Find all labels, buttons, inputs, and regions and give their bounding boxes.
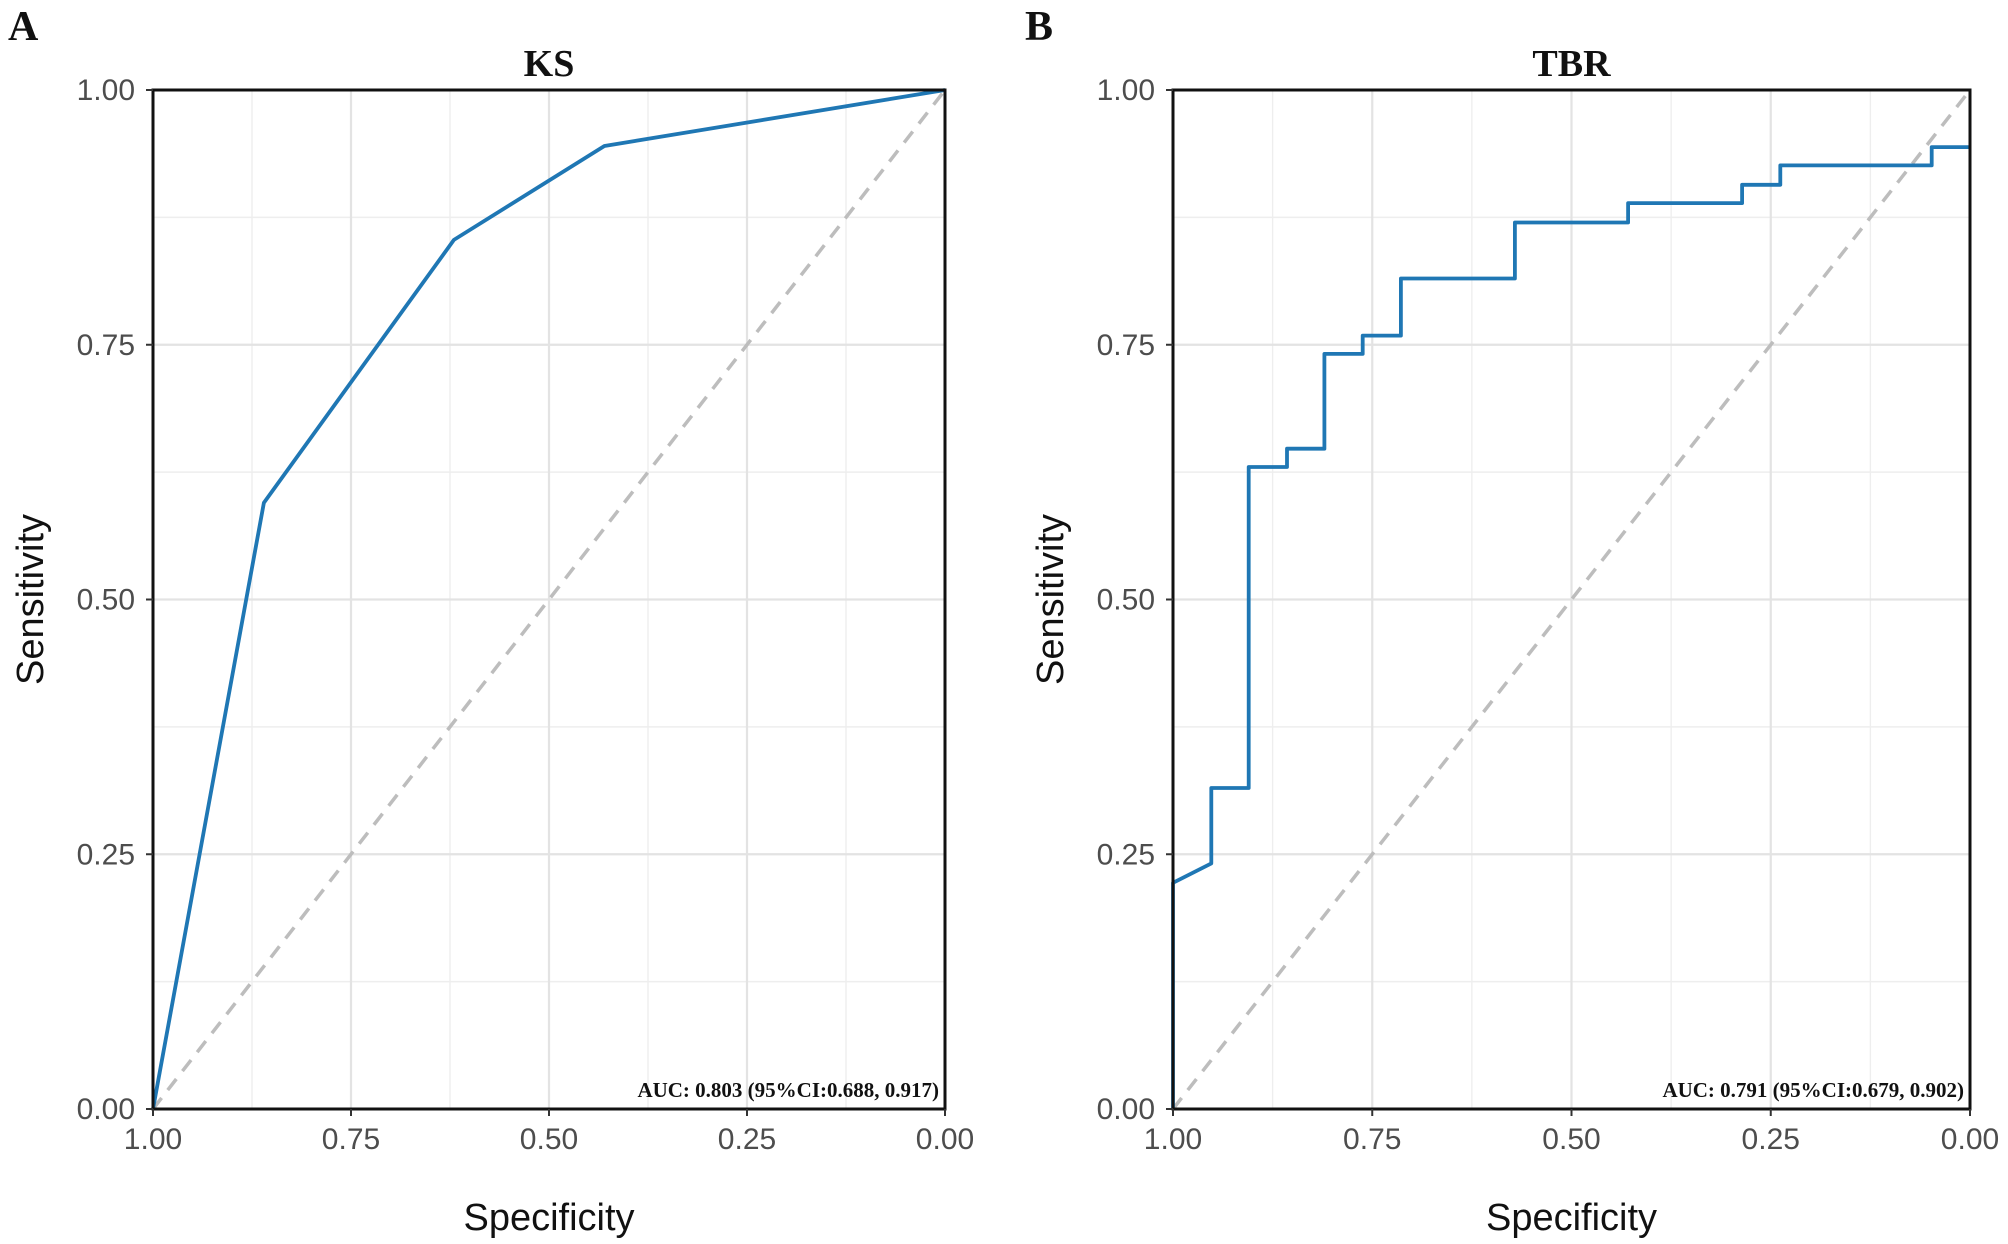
y-tick-label: 1.00: [77, 74, 135, 107]
x-tick-label: 0.75: [1343, 1123, 1401, 1156]
y-tick-label: 0.50: [1097, 584, 1155, 617]
chart-title-a: KS: [524, 43, 575, 85]
x-tick-label: 0.50: [1542, 1123, 1600, 1156]
x-tick-label: 1.00: [124, 1123, 182, 1156]
roc-curve-a: [151, 88, 946, 1110]
x-tick-label: 0.75: [322, 1123, 380, 1156]
panel-letter-b: B: [1025, 4, 1053, 50]
x-axis-label-b: Specificity: [1486, 1197, 1657, 1239]
y-tick-label: 0.00: [77, 1093, 135, 1126]
panel-a: A KS 1.00 0.75 0.50 0.25 0.00 0.00 0.25 0.50 0.75 1…: [8, 4, 974, 1239]
panel-letter-a: A: [8, 4, 39, 50]
y-tick-label: 0.25: [77, 838, 135, 871]
x-tick-label: 0.25: [718, 1123, 776, 1156]
x-axis-label-a: Specificity: [463, 1197, 634, 1239]
chart-title-b: TBR: [1532, 43, 1611, 85]
auc-annotation-a: AUC: 0.803 (95%CI:0.688, 0.917): [637, 1078, 939, 1102]
y-axis-label-b: Sensitivity: [1030, 514, 1072, 685]
x-tick-label: 0.50: [520, 1123, 578, 1156]
x-tick-label: 0.25: [1742, 1123, 1800, 1156]
x-tick-label: 0.00: [1941, 1123, 1999, 1156]
y-axis-label-a: Sensitivity: [10, 514, 52, 685]
roc-curve-b: [1171, 145, 1970, 1109]
auc-annotation-b: AUC: 0.791 (95%CI:0.679, 0.902): [1662, 1078, 1964, 1102]
y-tick-label: 1.00: [1097, 74, 1155, 107]
x-tick-label: 0.00: [916, 1123, 974, 1156]
y-tick-label: 0.50: [77, 584, 135, 617]
x-tick-label: 1.00: [1144, 1123, 1202, 1156]
y-tick-label: 0.75: [1097, 329, 1155, 362]
y-tick-label: 0.25: [1097, 838, 1155, 871]
y-tick-label: 0.75: [77, 329, 135, 362]
panel-b: B TBR 1.00 0.75 0.50 0.25 0.00 0.00 0.25 0.50 0.75…: [1025, 4, 1999, 1239]
y-tick-label: 0.00: [1097, 1093, 1155, 1126]
